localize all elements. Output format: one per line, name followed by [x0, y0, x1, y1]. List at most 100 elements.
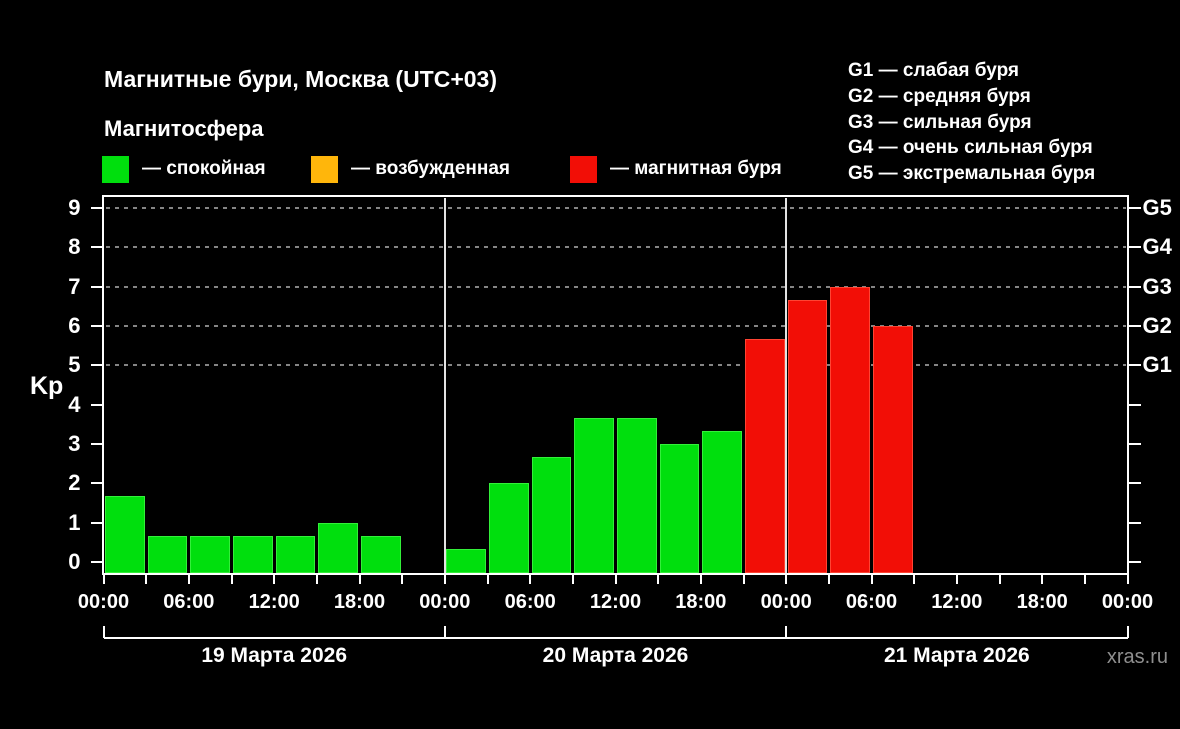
- y-tick-left-9: [90, 207, 103, 210]
- y-tick-right-5: [1128, 364, 1141, 367]
- gridline-kp-9: [105, 207, 1126, 210]
- x-tick-label-00:00-0: 00:00: [77, 591, 130, 613]
- y-tick-left-1: [90, 521, 103, 524]
- x-tick-label-12:00-2: 12:00: [248, 591, 300, 613]
- legend-item-excited: — возбужденная: [311, 155, 510, 183]
- x-tick-13: [657, 573, 660, 584]
- x-tick-label-12:00-10: 12:00: [931, 591, 983, 613]
- gridline-kp-8: [105, 246, 1126, 249]
- x-tick-21: [998, 573, 1001, 584]
- y-axis-label: Kp: [30, 372, 64, 400]
- quiet-color-swatch-icon: [102, 155, 129, 183]
- x-tick-label-06:00-9: 06:00: [845, 591, 898, 613]
- kp-bar-day2-slot2: [489, 483, 529, 573]
- kp-bar-day3-slot2: [830, 286, 870, 573]
- kp-bar-day1-slot2: [147, 535, 188, 573]
- kp-bar-day1-slot4: [233, 535, 273, 573]
- gridline-kp-5: [105, 364, 1126, 367]
- x-tick-4: [273, 573, 276, 584]
- kp-bar-day3-slot3: [873, 326, 913, 573]
- kp-bar-day2-slot6: [659, 444, 700, 573]
- kp-bar-day1-slot6: [318, 522, 358, 573]
- day-separator-2: [785, 198, 788, 573]
- watermark: xras.ru: [1106, 646, 1168, 668]
- chart-title: Магнитные бури, Москва (UTC+03): [104, 66, 498, 92]
- kp-bar-day3-slot1: [787, 299, 828, 573]
- x-tick-6: [358, 573, 361, 584]
- legend-label-storm: — магнитная буря: [610, 158, 782, 179]
- date-bracket-tick-2: [785, 626, 788, 638]
- x-tick-11: [571, 573, 574, 584]
- x-tick-18: [870, 573, 873, 584]
- gridline-kp-7: [105, 285, 1126, 288]
- y-tick-left-4: [90, 403, 103, 406]
- x-tick-8: [443, 573, 446, 584]
- y-tick-left-8: [90, 246, 103, 249]
- x-tick-label-06:00-1: 06:00: [163, 591, 215, 613]
- x-tick-9: [486, 573, 489, 584]
- y-tick-label-2: 2: [68, 470, 81, 496]
- y-tick-left-7: [90, 285, 103, 288]
- right-axis-label-G5: G5: [1142, 195, 1172, 221]
- y-tick-left-5: [90, 364, 103, 367]
- y-tick-right-1: [1128, 521, 1141, 524]
- x-tick-label-00:00-12: 00:00: [1101, 591, 1154, 613]
- x-tick-14: [699, 573, 702, 584]
- x-tick-20: [955, 573, 958, 584]
- date-bracket-tick-3: [1126, 626, 1129, 638]
- kp-bar-day2-slot4: [574, 417, 614, 573]
- x-tick-2: [187, 573, 190, 584]
- x-tick-17: [827, 573, 830, 584]
- y-tick-left-6: [90, 325, 103, 328]
- kp-bar-day1-slot7: [361, 535, 401, 573]
- y-tick-left-3: [90, 443, 103, 445]
- kp-bar-day2-slot7: [702, 431, 742, 573]
- kp-bar-day2-slot1: [446, 549, 486, 573]
- y-tick-right-0: [1128, 561, 1141, 563]
- x-tick-19: [913, 573, 916, 584]
- y-tick-left-0: [90, 561, 103, 563]
- date-bracket-line: [103, 637, 1128, 639]
- kp-bar-day1-slot3: [190, 535, 230, 573]
- y-tick-left-2: [90, 482, 103, 485]
- g-scale-legend-line-3: G3 — сильная буря: [848, 111, 1032, 133]
- right-axis-label-G2: G2: [1142, 313, 1172, 339]
- y-tick-label-7: 7: [68, 273, 81, 299]
- magnetosphere-subtitle: Магнитосфера: [104, 116, 264, 141]
- x-tick-12: [614, 573, 617, 584]
- x-tick-label-06:00-5: 06:00: [504, 591, 556, 613]
- y-tick-right-3: [1128, 443, 1141, 445]
- date-bracket-tick-1: [443, 626, 446, 638]
- right-axis-label-G3: G3: [1142, 273, 1172, 299]
- y-tick-right-2: [1128, 482, 1141, 485]
- g-scale-legend-line-4: G4 — очень сильная буря: [848, 137, 1093, 159]
- y-tick-label-9: 9: [68, 195, 81, 221]
- gridline-kp-6: [105, 325, 1126, 328]
- x-tick-label-00:00-4: 00:00: [419, 591, 471, 613]
- y-tick-right-7: [1128, 285, 1141, 288]
- y-tick-right-9: [1128, 207, 1141, 210]
- y-tick-label-0: 0: [68, 549, 81, 574]
- x-tick-15: [742, 573, 745, 584]
- x-tick-label-18:00-3: 18:00: [333, 591, 386, 613]
- kp-bar-day2-slot3: [531, 456, 572, 573]
- storm-color-swatch-icon: [570, 155, 597, 183]
- g-scale-legend-line-1: G1 — слабая буря: [848, 60, 1020, 81]
- x-tick-label-12:00-6: 12:00: [589, 591, 642, 613]
- g-scale-legend-line-5: G5 — экстремальная буря: [848, 163, 1096, 185]
- legend-item-storm: — магнитная буря: [570, 155, 782, 183]
- y-tick-right-6: [1128, 325, 1141, 328]
- x-tick-24: [1126, 573, 1129, 584]
- y-tick-label-8: 8: [68, 234, 81, 260]
- x-tick-10: [529, 573, 532, 584]
- legend-label-excited: — возбужденная: [351, 158, 511, 179]
- date-label-day1: 19 Марта 2026: [201, 644, 347, 667]
- excited-color-swatch-icon: [311, 155, 338, 183]
- x-tick-16: [785, 573, 788, 584]
- legend-label-quiet: — спокойная: [142, 158, 266, 179]
- y-tick-label-6: 6: [68, 313, 81, 339]
- date-label-day2: 20 Марта 2026: [542, 644, 689, 667]
- y-tick-label-1: 1: [68, 509, 81, 535]
- x-tick-5: [315, 573, 318, 584]
- y-tick-label-4: 4: [68, 391, 81, 417]
